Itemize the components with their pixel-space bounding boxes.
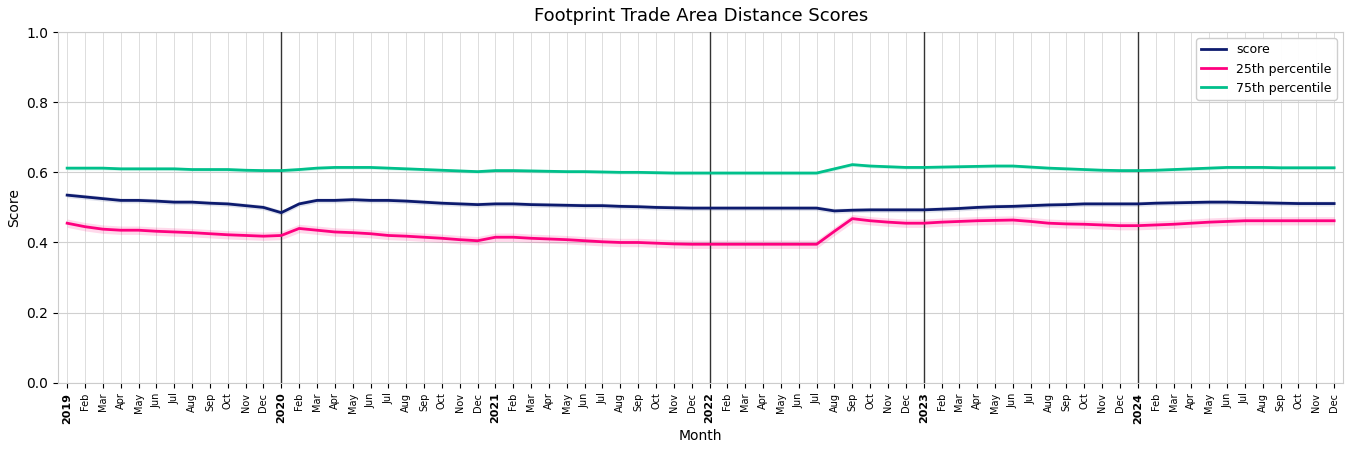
Line: score: score	[68, 195, 1334, 213]
score	[59, 193, 76, 198]
score	[505, 201, 521, 207]
25th percentile	[791, 242, 807, 247]
Legend: score, 25th percentile, 75th percentile: score, 25th percentile, 75th percentile	[1196, 38, 1336, 100]
75th percentile	[487, 168, 504, 173]
25th percentile	[683, 242, 699, 247]
Y-axis label: Score: Score	[7, 188, 22, 227]
X-axis label: Month: Month	[679, 429, 722, 443]
75th percentile	[1254, 165, 1270, 170]
score	[880, 207, 896, 212]
Title: Footprint Trade Area Distance Scores: Footprint Trade Area Distance Scores	[533, 7, 868, 25]
75th percentile	[238, 167, 254, 173]
Line: 75th percentile: 75th percentile	[68, 165, 1334, 173]
75th percentile	[952, 164, 968, 170]
75th percentile	[666, 171, 682, 176]
75th percentile	[844, 162, 860, 167]
25th percentile	[898, 220, 914, 226]
score	[1326, 201, 1342, 206]
75th percentile	[791, 171, 807, 176]
score	[381, 198, 397, 203]
score	[933, 207, 949, 212]
score	[791, 205, 807, 211]
75th percentile	[898, 165, 914, 170]
25th percentile	[238, 233, 254, 238]
75th percentile	[1326, 165, 1342, 171]
75th percentile	[59, 166, 76, 171]
Line: 25th percentile: 25th percentile	[68, 219, 1334, 244]
score	[273, 210, 289, 216]
25th percentile	[952, 219, 968, 224]
25th percentile	[844, 216, 860, 221]
score	[238, 203, 254, 208]
25th percentile	[59, 220, 76, 226]
25th percentile	[487, 234, 504, 240]
25th percentile	[1326, 218, 1342, 224]
25th percentile	[1254, 218, 1270, 224]
